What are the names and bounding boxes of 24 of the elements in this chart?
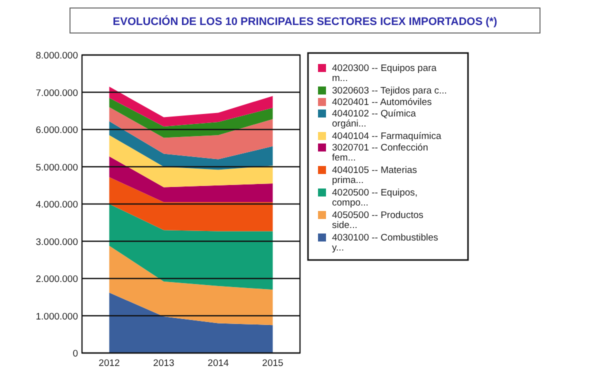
legend-label: 3020603 -- Tejidos para c... [332, 86, 447, 96]
legend-label: 4020401 -- Automóviles [332, 97, 432, 108]
y-tick-label: 8.000.000 [36, 50, 78, 62]
legend-label: 4050500 -- Productos side... [332, 210, 424, 231]
y-tick-label: 0 [72, 348, 78, 360]
legend-label: 4030100 -- Combustibles y... [332, 232, 438, 254]
legend-label: 3020701 -- Confección fem... [332, 142, 428, 164]
chart-title: EVOLUCIÓN DE LOS 10 PRINCIPALES SECTORES ICEX IMPORTADOS (*) [112, 15, 498, 28]
legend-label: 4040105 -- Materias prima... [332, 165, 418, 186]
legend-label: 4020300 -- Equipos para m... [332, 63, 438, 84]
y-tick-label: 1.000.000 [36, 311, 78, 322]
legend-label: 4040104 -- Farmaquímica [332, 131, 442, 142]
y-tick-label: 4.000.000 [36, 200, 78, 210]
y-tick-label: 5.000.000 [36, 162, 78, 174]
x-tick-label: 2015 [262, 358, 284, 369]
y-tick-label: 6.000.000 [36, 125, 78, 136]
x-tick-label: 2013 [153, 358, 174, 369]
legend-label: 4040102 -- Química orgáni... [332, 108, 417, 130]
legend-label: 4020500 -- Equipos, compo... [332, 188, 418, 208]
x-tick-label: 2014 [208, 358, 229, 369]
y-tick-label: 3.000.000 [36, 236, 78, 248]
x-tick-label: 2012 [98, 358, 120, 369]
y-tick-label: 2.000.000 [36, 274, 78, 285]
y-tick-label: 7.000.000 [36, 88, 78, 99]
